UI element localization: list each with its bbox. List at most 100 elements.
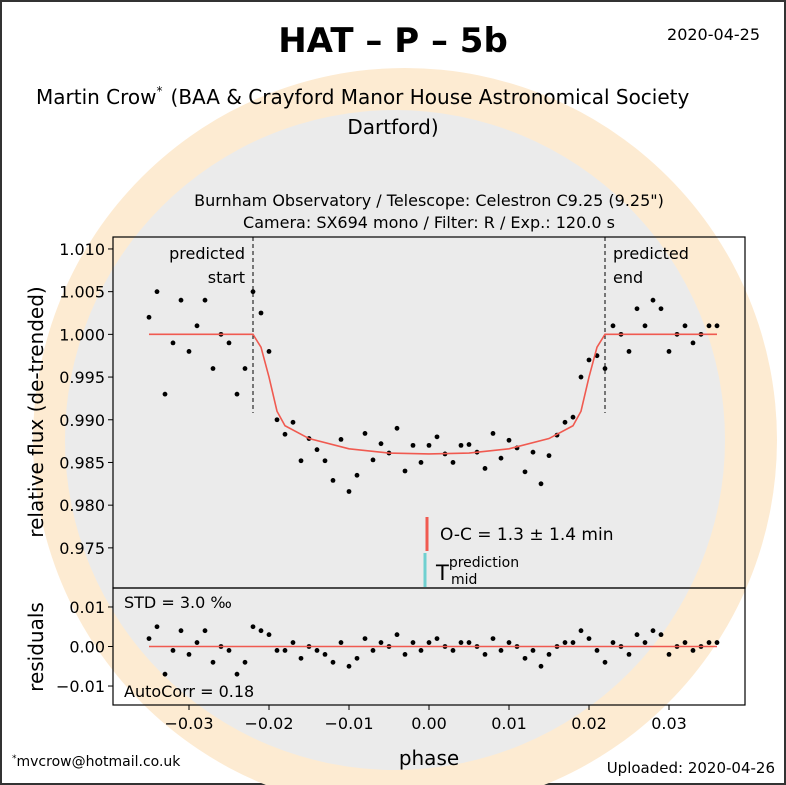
data-point <box>506 640 512 645</box>
data-point <box>418 460 424 465</box>
data-point <box>714 323 720 329</box>
data-point <box>666 349 672 354</box>
y-axis-label: relative flux (de-trended) <box>24 286 48 537</box>
data-point <box>194 323 200 329</box>
data-point <box>706 323 712 329</box>
data-point <box>242 659 248 665</box>
data-point <box>458 442 464 448</box>
data-point <box>394 425 400 431</box>
data-point <box>418 648 424 653</box>
data-point <box>522 655 528 661</box>
data-point <box>466 442 472 447</box>
data-point <box>274 648 280 653</box>
data-point <box>202 297 208 303</box>
footnote: *mvcrow@hotmail.co.uk <box>12 754 181 770</box>
data-point <box>330 659 336 665</box>
data-point <box>626 652 632 657</box>
data-point <box>658 632 664 638</box>
data-point <box>322 458 328 464</box>
data-point <box>562 640 568 645</box>
data-point <box>530 648 536 653</box>
x-tick-label: 0.02 <box>571 714 607 733</box>
data-point <box>706 640 712 645</box>
data-point <box>490 431 496 436</box>
data-point <box>522 469 528 475</box>
data-point <box>634 306 640 312</box>
data-point <box>154 624 160 630</box>
data-point <box>498 455 504 461</box>
data-point <box>578 374 584 380</box>
t-sup: prediction <box>449 555 519 571</box>
data-point <box>482 652 488 657</box>
data-point <box>546 652 552 657</box>
data-point <box>546 453 552 459</box>
data-point <box>410 442 416 448</box>
data-point <box>210 659 216 665</box>
data-point <box>602 659 608 665</box>
data-point <box>450 648 456 653</box>
data-point <box>298 655 304 661</box>
data-point <box>242 366 248 371</box>
data-point <box>314 447 320 453</box>
y-tick-label: 0.985 <box>59 453 105 472</box>
data-point <box>186 652 192 657</box>
data-point <box>266 349 272 354</box>
data-point <box>538 663 544 669</box>
data-point <box>178 628 184 634</box>
data-point <box>642 323 648 329</box>
y-tick-label: 0.995 <box>59 368 105 387</box>
x-tick-label: −0.01 <box>324 714 373 733</box>
data-point <box>650 297 656 303</box>
plot-frame <box>112 587 746 706</box>
data-point <box>266 632 272 638</box>
data-point <box>634 632 640 638</box>
y-tick-label: −0.01 <box>56 677 105 696</box>
t-sub: mid <box>451 572 477 588</box>
data-point <box>178 297 184 303</box>
data-point <box>458 640 464 645</box>
observer: Martin Crow <box>36 85 157 109</box>
data-point <box>346 663 352 669</box>
data-point <box>362 636 368 641</box>
data-point <box>250 624 256 630</box>
uploaded: Uploaded: 2020-04-26 <box>607 759 775 777</box>
data-point <box>362 431 368 436</box>
data-point <box>170 648 176 653</box>
data-point <box>682 640 688 645</box>
data-point <box>194 640 200 645</box>
y-tick-label: 0.980 <box>59 496 105 515</box>
data-point <box>210 366 216 371</box>
data-point <box>562 419 568 425</box>
o-c-label: O-C = 1.3 ± 1.4 min <box>440 525 614 545</box>
data-point <box>290 419 296 425</box>
data-point <box>370 457 376 463</box>
y-tick-label: 1.010 <box>59 240 105 259</box>
footnote-mark: * <box>12 754 17 764</box>
data-point <box>490 636 496 641</box>
affiliation: (BAA & Crayford Manor House Astronomical… <box>171 85 690 109</box>
data-point <box>690 648 696 653</box>
std-label: STD = 3.0 ‰ <box>124 593 232 612</box>
data-point <box>586 357 592 363</box>
data-point <box>466 640 472 645</box>
data-point <box>258 628 264 634</box>
data-point <box>378 441 384 447</box>
data-point <box>394 632 400 638</box>
data-point <box>570 640 576 645</box>
data-point <box>506 437 512 443</box>
data-point <box>354 472 360 478</box>
data-point <box>274 417 280 423</box>
data-point <box>650 628 656 634</box>
data-point <box>186 349 192 354</box>
data-point <box>314 648 320 653</box>
data-point <box>250 289 256 295</box>
autocorr-label: AutoCorr = 0.18 <box>124 682 254 701</box>
t-mid-label: Tprediction mid <box>435 555 519 588</box>
data-point <box>370 648 376 653</box>
x-tick-label: −0.02 <box>244 714 293 733</box>
data-point <box>402 468 408 474</box>
date: 2020-04-25 <box>667 25 760 44</box>
data-point <box>402 652 408 657</box>
x-axis-label: phase <box>399 746 459 770</box>
x-tick-label: 0.00 <box>411 714 447 733</box>
